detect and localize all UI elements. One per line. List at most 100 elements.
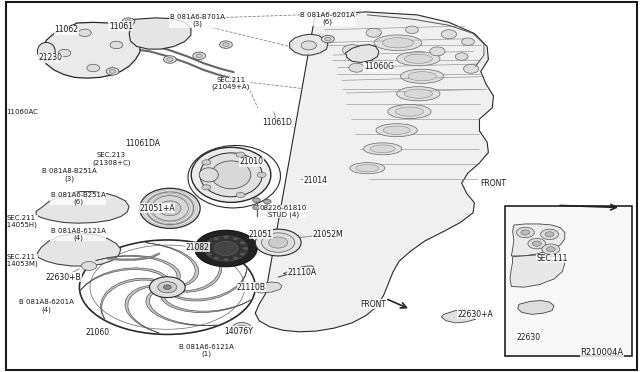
Text: 22630+A: 22630+A [458,310,493,319]
Text: B 081A6-B701A
(3): B 081A6-B701A (3) [170,14,225,27]
Circle shape [547,247,556,252]
Circle shape [233,257,238,260]
Circle shape [204,247,209,250]
Text: SEC.111: SEC.111 [536,254,568,263]
Circle shape [207,253,212,256]
Circle shape [349,63,364,72]
Circle shape [455,53,468,60]
Ellipse shape [350,163,385,174]
Circle shape [253,198,260,202]
Ellipse shape [397,87,440,101]
Polygon shape [100,278,158,320]
Ellipse shape [404,89,433,98]
Text: R210004A: R210004A [580,348,623,357]
Text: 21010: 21010 [239,157,264,166]
Circle shape [196,54,202,58]
Circle shape [79,29,91,36]
Ellipse shape [255,229,301,256]
Ellipse shape [383,126,410,134]
Ellipse shape [376,124,417,137]
Circle shape [214,257,219,260]
Circle shape [87,64,100,72]
Text: 14076Y: 14076Y [224,327,253,336]
Text: 21110B: 21110B [237,283,266,292]
Ellipse shape [374,35,422,51]
Text: 11061: 11061 [109,22,133,31]
Text: B 081A8-6201A
(4): B 081A8-6201A (4) [19,299,74,312]
Polygon shape [36,192,129,223]
Text: 11062: 11062 [54,25,79,34]
Circle shape [324,37,331,41]
Circle shape [158,282,177,293]
Polygon shape [518,301,554,314]
Circle shape [163,56,176,63]
Ellipse shape [408,72,436,81]
Ellipse shape [388,105,431,119]
Polygon shape [37,234,121,266]
Text: 22630: 22630 [516,333,541,342]
Circle shape [528,238,546,249]
Ellipse shape [159,201,181,216]
Circle shape [223,236,228,239]
Ellipse shape [37,42,55,60]
Circle shape [193,52,205,60]
Text: B 081A8-6121A
(4): B 081A8-6121A (4) [51,228,106,241]
Text: 08226-61810
STUD (4): 08226-61810 STUD (4) [260,205,307,218]
Circle shape [58,49,71,57]
Ellipse shape [397,52,440,66]
Circle shape [223,43,229,46]
Ellipse shape [152,196,188,221]
Circle shape [106,68,119,75]
Circle shape [406,26,419,33]
Text: 21110A: 21110A [288,268,317,277]
Ellipse shape [262,233,295,252]
Circle shape [516,227,534,238]
Circle shape [441,30,456,39]
Circle shape [240,241,245,244]
Text: 21052M: 21052M [312,230,343,239]
Ellipse shape [146,192,194,225]
Text: SEC.211
(14053M): SEC.211 (14053M) [4,254,38,267]
Circle shape [430,47,445,56]
Polygon shape [80,268,168,291]
Text: FRONT: FRONT [361,300,387,309]
Ellipse shape [191,147,271,202]
Polygon shape [346,45,379,62]
Ellipse shape [370,145,395,153]
Text: B 081A6-6121A
(1): B 081A6-6121A (1) [179,344,234,357]
Text: 21051: 21051 [249,230,273,239]
Polygon shape [145,243,199,286]
Text: 21082: 21082 [186,243,209,252]
Circle shape [214,237,219,240]
Polygon shape [441,310,477,323]
Circle shape [223,258,228,261]
Text: 22630+B: 22630+B [45,273,81,282]
Circle shape [122,18,135,25]
Polygon shape [172,268,247,301]
Polygon shape [511,224,565,256]
Polygon shape [284,266,315,276]
Text: FRONT: FRONT [481,179,506,187]
Circle shape [207,241,212,244]
Circle shape [233,237,238,240]
Ellipse shape [214,241,238,256]
Polygon shape [510,255,565,287]
Circle shape [240,253,245,256]
Circle shape [81,262,97,270]
Text: 11060AC: 11060AC [6,109,38,115]
Circle shape [243,247,248,250]
Text: 21230: 21230 [39,53,63,62]
Circle shape [532,241,541,246]
Circle shape [463,64,479,73]
Circle shape [461,38,474,45]
Circle shape [342,45,362,56]
Circle shape [202,185,211,190]
Circle shape [545,232,554,237]
Text: SEC.211
(14055H): SEC.211 (14055H) [4,215,37,228]
Ellipse shape [404,54,433,63]
Polygon shape [95,256,180,281]
Ellipse shape [195,230,257,267]
Circle shape [109,70,116,73]
Text: SEC.213
(21308+C): SEC.213 (21308+C) [92,153,131,166]
Text: 21060: 21060 [85,328,109,337]
